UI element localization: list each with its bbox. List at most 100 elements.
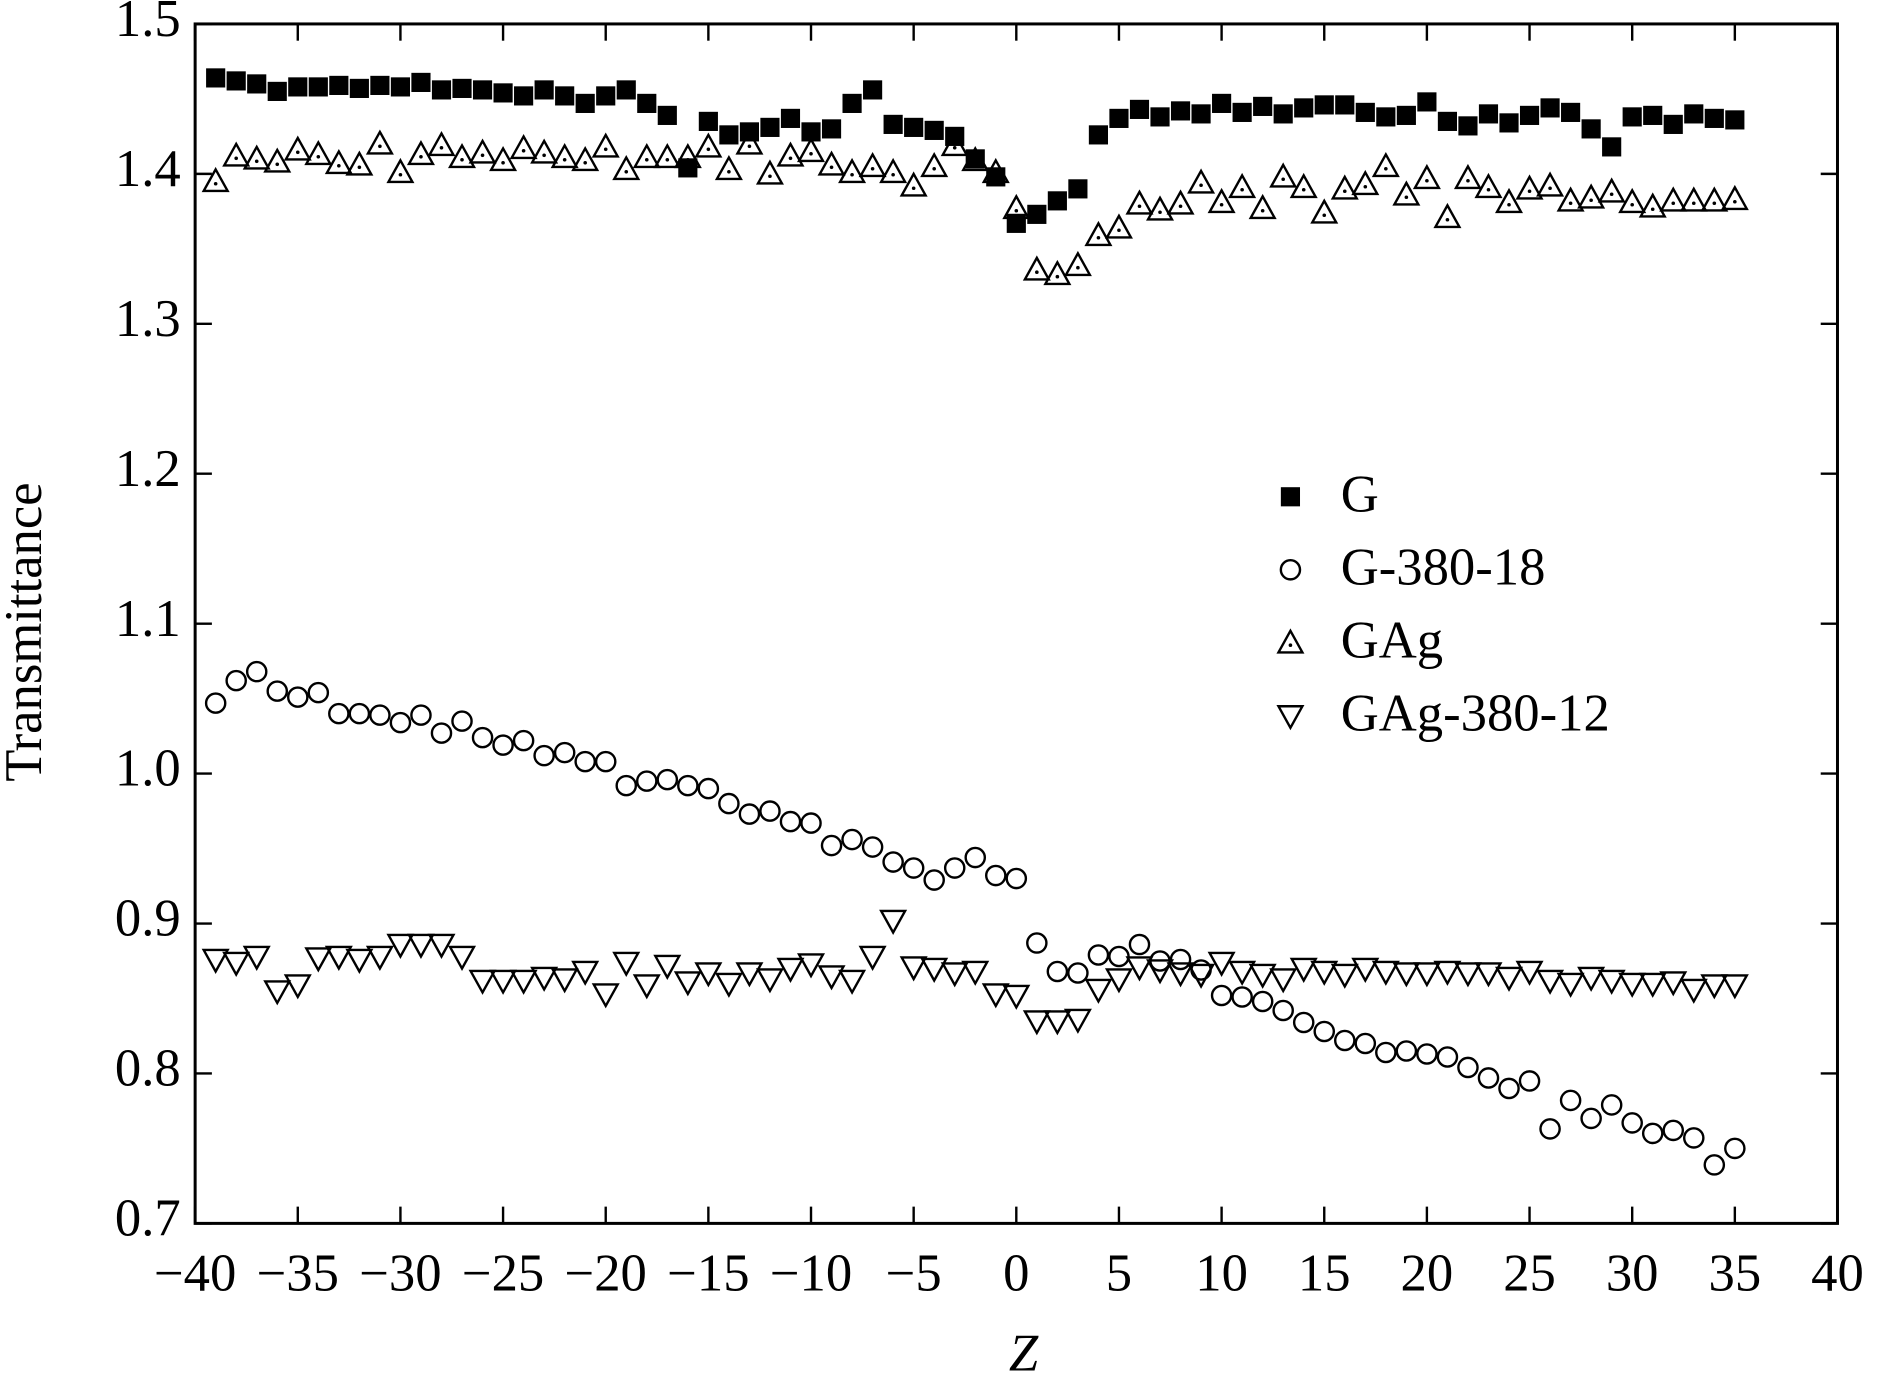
point — [1129, 99, 1150, 119]
marker-dot — [1527, 189, 1532, 194]
point — [1602, 137, 1622, 157]
point — [489, 969, 518, 995]
legend-marker — [1276, 705, 1305, 731]
point — [242, 144, 271, 170]
point — [1087, 944, 1110, 966]
point — [1228, 172, 1257, 199]
point — [1376, 107, 1396, 127]
point — [841, 828, 863, 851]
marker-dot — [603, 147, 608, 152]
point — [472, 80, 493, 100]
point — [1355, 102, 1375, 122]
point — [369, 704, 391, 726]
marker-dot — [1568, 201, 1573, 206]
point — [1724, 1137, 1746, 1160]
marker-dot — [275, 162, 280, 167]
point — [879, 157, 908, 184]
point — [1273, 104, 1293, 124]
point — [920, 957, 949, 983]
point — [943, 857, 966, 879]
x-tick-label: 10 — [1195, 1245, 1248, 1303]
point — [512, 729, 535, 752]
point — [797, 953, 826, 979]
point — [530, 966, 559, 992]
point — [1310, 960, 1339, 986]
point — [1006, 213, 1026, 233]
point — [1191, 104, 1211, 124]
x-tick-label: 30 — [1606, 1245, 1659, 1303]
point — [673, 971, 702, 997]
point — [1679, 978, 1708, 1004]
point — [206, 68, 226, 88]
marker-dot — [1014, 208, 1019, 213]
marker-dot — [1363, 184, 1368, 189]
point — [431, 80, 452, 100]
point — [370, 75, 390, 95]
point — [247, 74, 267, 94]
point — [411, 72, 431, 92]
point — [817, 150, 846, 176]
marker-dot — [1548, 186, 1552, 191]
point — [964, 846, 987, 869]
marker-dot — [1589, 198, 1593, 203]
point — [1392, 180, 1421, 206]
point — [1519, 105, 1540, 125]
point — [1207, 187, 1236, 214]
legend-marker — [1279, 559, 1302, 581]
point — [924, 120, 944, 140]
x-tick-label: −30 — [359, 1245, 441, 1303]
point — [263, 147, 292, 173]
point — [673, 142, 702, 169]
marker-dot — [850, 172, 854, 177]
point — [657, 105, 677, 125]
point — [1495, 187, 1524, 214]
point — [1046, 960, 1069, 983]
point — [1539, 1118, 1561, 1140]
marker-dot — [1671, 201, 1676, 206]
point — [923, 869, 945, 891]
marker-dot — [357, 165, 362, 170]
marker-dot — [1712, 201, 1717, 206]
point — [1272, 999, 1294, 1022]
marker-dot — [1733, 199, 1737, 204]
point — [1495, 966, 1524, 992]
point — [1371, 960, 1400, 986]
marker-dot — [644, 157, 649, 162]
point — [858, 945, 887, 971]
marker-dot — [1281, 177, 1285, 182]
marker-dot — [1260, 208, 1265, 213]
point — [797, 136, 826, 163]
marker-dot — [809, 151, 813, 156]
point — [616, 80, 636, 100]
marker-dot — [993, 172, 998, 177]
point — [755, 968, 784, 994]
point — [1166, 962, 1195, 988]
x-tick-label: −35 — [257, 1245, 339, 1303]
point — [694, 962, 723, 988]
point — [1294, 98, 1314, 118]
point — [1026, 932, 1048, 954]
y-tick-label: 1.2 — [115, 440, 181, 498]
marker-dot — [1158, 210, 1162, 215]
marker-dot — [1486, 187, 1491, 192]
point — [656, 768, 679, 791]
point — [1043, 1010, 1072, 1036]
point — [838, 157, 867, 184]
y-tick-label: 1.0 — [115, 740, 181, 798]
point — [550, 142, 579, 169]
point — [1540, 98, 1560, 118]
point — [1292, 1011, 1315, 1034]
point — [406, 139, 435, 166]
marker-dot — [460, 157, 464, 162]
point — [961, 960, 990, 986]
point — [553, 741, 576, 764]
marker-dot — [419, 154, 423, 159]
point — [759, 800, 781, 822]
point — [653, 142, 682, 169]
point — [636, 770, 658, 792]
marker-dot — [665, 157, 670, 162]
marker-dot — [213, 181, 218, 186]
point — [714, 972, 743, 998]
point — [267, 81, 287, 101]
